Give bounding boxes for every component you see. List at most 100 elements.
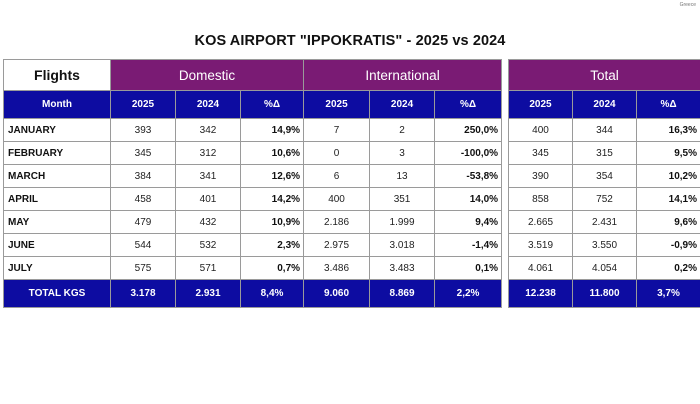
total-pct-header: %Δ xyxy=(636,90,700,119)
international-2025-cell: 2.975 xyxy=(303,233,371,257)
international-pct-header: %Δ xyxy=(434,90,503,119)
total-2024-cell: 4.054 xyxy=(572,256,637,280)
domestic-pct-cell: 12,6% xyxy=(239,164,305,188)
table-row: JUNE 544 532 2,3% 2.975 3.018 -1,4% xyxy=(3,233,503,257)
international-pct-cell: 14,0% xyxy=(434,187,503,211)
month-cell: JULY xyxy=(3,256,111,280)
month-cell: JANUARY xyxy=(3,118,111,142)
total-pct-cell: 0,2% xyxy=(636,256,700,280)
international-pct-cell: -100,0% xyxy=(434,141,503,165)
domestic-2025-cell: 458 xyxy=(110,187,176,211)
total-2024-cell: 3.550 xyxy=(572,233,637,257)
total-2024-header: 2024 xyxy=(572,90,637,119)
domestic-header: Domestic xyxy=(109,59,305,91)
month-header: Month xyxy=(3,90,111,119)
total-2024-cell: 315 xyxy=(572,141,637,165)
total-international-pct: 2,2% xyxy=(434,279,503,308)
month-cell: JUNE xyxy=(3,233,111,257)
table-row: 3.519 3.550 -0,9% xyxy=(508,233,700,257)
international-pct-cell: 250,0% xyxy=(434,118,503,142)
domestic-2024-cell: 571 xyxy=(175,256,241,280)
grand-total-2025: 12.238 xyxy=(508,279,573,308)
domestic-pct-cell: 14,9% xyxy=(239,118,305,142)
international-2024-cell: 2 xyxy=(369,118,436,142)
international-2024-cell: 3.018 xyxy=(369,233,436,257)
international-2024-cell: 3 xyxy=(369,141,436,165)
total-header: Total xyxy=(508,59,700,91)
page-title: KOS AIRPORT "IPPOKRATIS" - 2025 vs 2024 xyxy=(194,33,506,49)
domestic-2024-cell: 401 xyxy=(175,187,241,211)
grand-total-row: 12.238 11.800 3,7% xyxy=(508,279,700,308)
domestic-pct-cell: 10,6% xyxy=(239,141,305,165)
domestic-pct-cell: 10,9% xyxy=(239,210,305,234)
total-2025-cell: 2.665 xyxy=(508,210,573,234)
total-2025-cell: 400 xyxy=(508,118,573,142)
total-2025-cell: 345 xyxy=(508,141,573,165)
total-2025-header: 2025 xyxy=(508,90,573,119)
month-cell: APRIL xyxy=(3,187,111,211)
total-pct-cell: 16,3% xyxy=(636,118,700,142)
international-2025-cell: 6 xyxy=(303,164,371,188)
table-row: 858 752 14,1% xyxy=(508,187,700,211)
domestic-2024-cell: 341 xyxy=(175,164,241,188)
total-label: TOTAL KGS xyxy=(3,279,111,308)
table-row: 390 354 10,2% xyxy=(508,164,700,188)
total-2024-cell: 752 xyxy=(572,187,637,211)
total-pct-cell: 9,5% xyxy=(636,141,700,165)
total-2025-cell: 3.519 xyxy=(508,233,573,257)
international-header: International xyxy=(303,59,503,91)
table-row: FEBRUARY 345 312 10,6% 0 3 -100,0% xyxy=(3,141,503,165)
domestic-2024-cell: 432 xyxy=(175,210,241,234)
total-pct-cell: 14,1% xyxy=(636,187,700,211)
international-2025-header: 2025 xyxy=(303,90,371,119)
international-pct-cell: -53,8% xyxy=(434,164,503,188)
total-domestic-2025: 3.178 xyxy=(110,279,176,308)
total-domestic-2024: 2.931 xyxy=(175,279,241,308)
total-domestic-pct: 8,4% xyxy=(239,279,305,308)
international-pct-cell: 9,4% xyxy=(434,210,503,234)
domestic-2025-cell: 345 xyxy=(110,141,176,165)
month-cell: MARCH xyxy=(3,164,111,188)
grand-total-2024: 11.800 xyxy=(572,279,637,308)
domestic-2025-cell: 479 xyxy=(110,210,176,234)
total-international-2024: 8.869 xyxy=(369,279,436,308)
international-2024-cell: 3.483 xyxy=(369,256,436,280)
total-2025-cell: 390 xyxy=(508,164,573,188)
international-pct-cell: -1,4% xyxy=(434,233,503,257)
month-cell: FEBRUARY xyxy=(3,141,111,165)
total-2024-cell: 344 xyxy=(572,118,637,142)
total-international-2025: 9.060 xyxy=(303,279,371,308)
domestic-pct-cell: 14,2% xyxy=(239,187,305,211)
total-pct-cell: 9,6% xyxy=(636,210,700,234)
international-2025-cell: 3.486 xyxy=(303,256,371,280)
international-2024-cell: 13 xyxy=(369,164,436,188)
international-2024-cell: 1.999 xyxy=(369,210,436,234)
month-cell: MAY xyxy=(3,210,111,234)
international-2025-cell: 0 xyxy=(303,141,371,165)
table-row: 345 315 9,5% xyxy=(508,141,700,165)
table-row: 4.061 4.054 0,2% xyxy=(508,256,700,280)
domestic-pct-cell: 2,3% xyxy=(239,233,305,257)
international-2024-header: 2024 xyxy=(369,90,436,119)
grand-total-pct: 3,7% xyxy=(636,279,700,308)
total-table: Total 2025 2024 %Δ 400 344 16,3% 345 315 9,5%… xyxy=(508,59,700,308)
total-2025-cell: 4.061 xyxy=(508,256,573,280)
domestic-pct-cell: 0,7% xyxy=(239,256,305,280)
table-row: MAY 479 432 10,9% 2.186 1.999 9,4% xyxy=(3,210,503,234)
total-2024-cell: 2.431 xyxy=(572,210,637,234)
table-row: JANUARY 393 342 14,9% 7 2 250,0% xyxy=(3,118,503,142)
credit-text: Greece xyxy=(679,2,696,8)
domestic-2025-cell: 544 xyxy=(110,233,176,257)
table-row: 400 344 16,3% xyxy=(508,118,700,142)
international-2025-cell: 2.186 xyxy=(303,210,371,234)
total-pct-cell: 10,2% xyxy=(636,164,700,188)
domestic-2025-header: 2025 xyxy=(110,90,176,119)
table-row: JULY 575 571 0,7% 3.486 3.483 0,1% xyxy=(3,256,503,280)
international-2025-cell: 7 xyxy=(303,118,371,142)
table-row: APRIL 458 401 14,2% 400 351 14,0% xyxy=(3,187,503,211)
domestic-2025-cell: 393 xyxy=(110,118,176,142)
international-2025-cell: 400 xyxy=(303,187,371,211)
total-row: TOTAL KGS 3.178 2.931 8,4% 9.060 8.869 2… xyxy=(3,279,503,308)
domestic-2024-cell: 342 xyxy=(175,118,241,142)
domestic-2025-cell: 384 xyxy=(110,164,176,188)
